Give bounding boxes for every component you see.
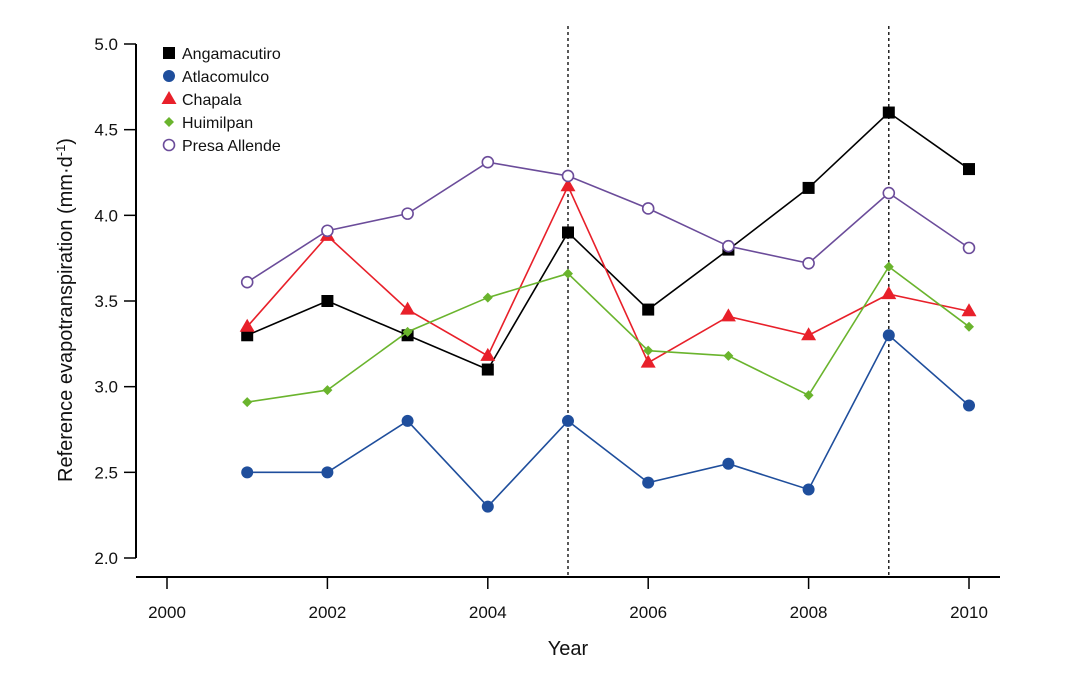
series-atlacomulco [241, 329, 975, 513]
x-axis-label: Year [548, 638, 589, 660]
x-tick-label: 2008 [790, 603, 828, 622]
data-point [961, 303, 977, 317]
data-point [642, 303, 655, 316]
data-point [963, 399, 975, 412]
data-point [802, 483, 815, 496]
legend-label: Atlacomulco [182, 69, 269, 86]
y-tick-label: 3.0 [94, 378, 118, 397]
legend-label: Huimilpan [182, 115, 253, 132]
data-point [803, 390, 814, 401]
data-point [321, 224, 334, 238]
data-point [402, 326, 413, 337]
x-tick-label: 2000 [148, 603, 186, 622]
series-chapala [239, 178, 977, 368]
y-tick-label: 4.0 [94, 206, 118, 225]
series-line [246, 111, 970, 371]
data-point [720, 308, 736, 322]
data-point [640, 354, 656, 368]
legend: Angamacutiro Atlacomulco Chapala Huimilpan P… [161, 46, 281, 155]
data-point [883, 261, 894, 272]
data-point [241, 466, 254, 479]
data-point [562, 226, 574, 239]
data-point [482, 292, 493, 303]
series-angamacutiro [241, 106, 975, 376]
y-tick-label: 5.0 [94, 35, 118, 54]
data-point [563, 268, 573, 279]
data-point [400, 301, 416, 315]
legend-marker [163, 47, 175, 59]
data-point [882, 106, 895, 119]
data-point [321, 295, 334, 307]
series-huimilpan [242, 261, 974, 408]
series-line [247, 265, 970, 403]
legend-marker [162, 138, 176, 152]
data-point [641, 202, 655, 215]
legend-marker [163, 70, 175, 82]
series-presa-allende [240, 155, 976, 289]
data-point [240, 275, 254, 289]
series-line [247, 333, 970, 508]
data-point [242, 397, 253, 408]
data-point [882, 186, 896, 200]
series-line [246, 161, 970, 283]
data-point [963, 163, 975, 176]
data-point [722, 239, 735, 253]
data-point [560, 178, 576, 192]
data-point [401, 414, 414, 427]
data-point [481, 363, 494, 376]
data-point [481, 155, 495, 169]
y-axis-label: Reference evapotranspiration (mm·d-1) [53, 138, 77, 482]
data-point [802, 181, 815, 194]
data-point [481, 500, 494, 513]
data-point [962, 241, 976, 255]
data-point [882, 329, 895, 342]
legend-label: Presa Allende [182, 138, 281, 155]
x-tick-label: 2010 [950, 603, 988, 622]
data-point [562, 414, 574, 427]
data-point [322, 385, 333, 396]
y-tick-label: 2.0 [94, 549, 118, 568]
data-point [480, 347, 496, 361]
series-line [246, 184, 970, 364]
data-point [722, 457, 735, 470]
y-tick-label: 2.5 [94, 463, 118, 482]
x-tick-label: 2002 [308, 603, 346, 622]
y-tick-label: 3.5 [94, 292, 118, 311]
y-tick-label: 4.5 [94, 121, 118, 140]
data-point [561, 169, 575, 183]
data-point [241, 329, 254, 342]
legend-label: Angamacutiro [182, 46, 281, 63]
data-point [881, 286, 897, 300]
data-point [802, 257, 815, 270]
data-point [723, 350, 734, 361]
data-point [643, 345, 654, 356]
x-tick-label: 2006 [629, 603, 667, 622]
data-point [801, 327, 817, 341]
legend-label: Chapala [182, 92, 242, 109]
data-point [401, 207, 414, 220]
x-tick-label: 2004 [469, 603, 507, 622]
data-point [239, 318, 255, 332]
legend-marker [164, 117, 174, 127]
data-point [642, 476, 655, 489]
data-point [321, 466, 334, 479]
legend-marker [161, 91, 177, 104]
data-point [964, 321, 974, 332]
